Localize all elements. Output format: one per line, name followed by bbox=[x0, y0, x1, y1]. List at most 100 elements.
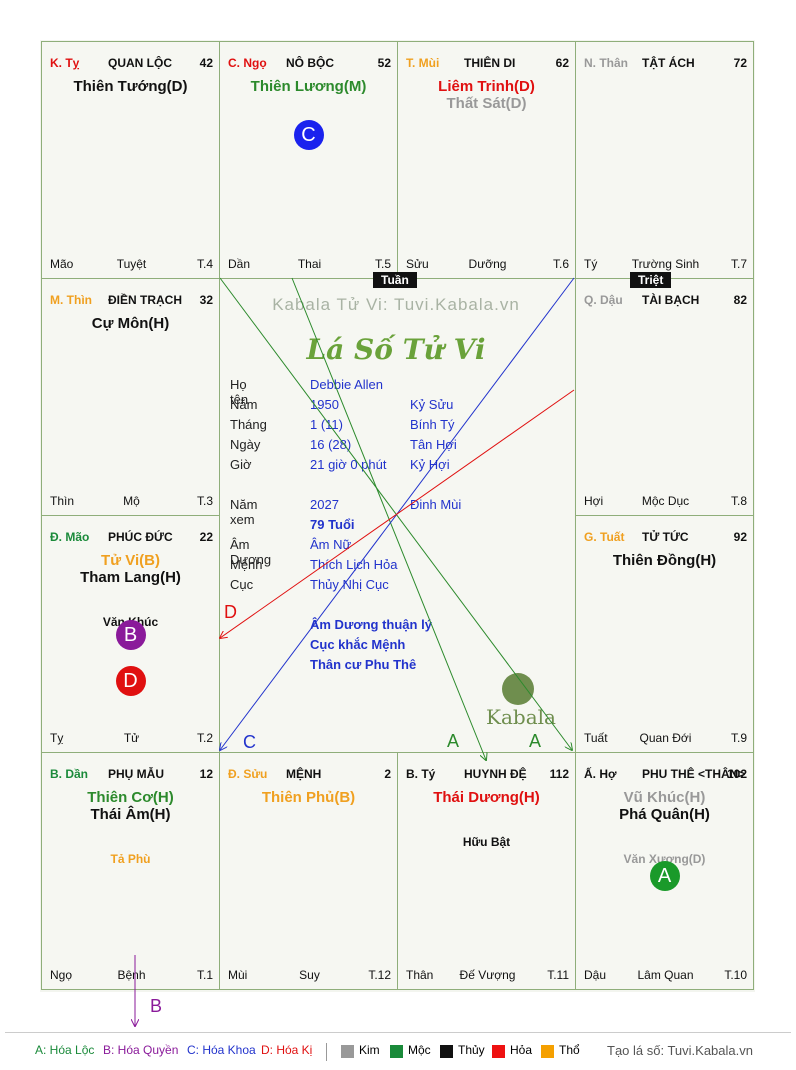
palace-thin[interactable]: M. Thìn ĐIỀN TRẠCH 32 Cự Môn(H) Thìn Mộ T… bbox=[41, 278, 220, 516]
palace-branch: Tuất bbox=[584, 731, 608, 745]
palace-age: 72 bbox=[733, 56, 747, 70]
palace-dau[interactable]: Q. Dậu TÀI BẠCH 82 Hợi Mộc Dục T.8 bbox=[575, 278, 754, 516]
label-year: Năm bbox=[230, 397, 258, 412]
hoa-badge-c: C bbox=[293, 120, 324, 150]
palace-canchi: B. Dần bbox=[50, 767, 89, 781]
palace-name: PHỤ MẪU bbox=[108, 767, 164, 781]
minor-star: Văn Xương(D) bbox=[623, 852, 706, 866]
palace-footer: Tỵ Tử T.2 bbox=[50, 731, 213, 746]
hoa-badge-a: A bbox=[649, 861, 680, 891]
palace-name: PHU THÊ <THÂN> bbox=[642, 767, 746, 781]
palace-canchi: M. Thìn bbox=[50, 293, 92, 307]
palace-dan[interactable]: B. Dần PHỤ MẪU 12 Thiên Cơ(H) Thái Âm(H) Tả… bbox=[41, 752, 220, 990]
label-hour: Giờ bbox=[230, 457, 252, 472]
hoa-badge-d: D bbox=[115, 666, 146, 696]
legend-hoa-ki: D: Hóa Kị bbox=[261, 1043, 313, 1057]
palace-cycle-stage: Dưỡng bbox=[468, 257, 507, 271]
palace-branch: Sửu bbox=[406, 257, 429, 271]
palace-cycle-stage: Đế Vượng bbox=[459, 968, 516, 982]
watermark: Kabala Tử Vi: Tuvi.Kabala.vn bbox=[272, 295, 520, 314]
palace-than_monkey[interactable]: N. Thân TẬT ÁCH 72 Tý Trường Sinh T.7 bbox=[575, 41, 754, 279]
palace-cycle-stage: Thai bbox=[297, 257, 322, 271]
palace-branch: Thìn bbox=[50, 494, 75, 508]
arrow-hoa-ki bbox=[220, 389, 575, 638]
palace-canchi: N. Thân bbox=[584, 56, 628, 70]
value-view-year: 2027 bbox=[310, 497, 339, 512]
palace-mao[interactable]: Đ. Mão PHÚC ĐỨC 22 Tử Vi(B) Tham Lang(H) Vă… bbox=[41, 515, 220, 753]
label-view-year: Năm xem bbox=[230, 497, 258, 527]
palace-footer: Sửu Dưỡng T.6 bbox=[406, 257, 569, 272]
legend: A: Hóa Lộc B: Hóa Quyền C: Hóa Khoa D: H… bbox=[0, 1043, 796, 1063]
major-star: Tử Vi(B) bbox=[101, 552, 160, 569]
palace-age: 92 bbox=[733, 530, 747, 544]
value-day-canchi: Tân Hợi bbox=[410, 437, 457, 452]
legend-site-link[interactable]: Tạo lá số: Tuvi.Kabala.vn bbox=[607, 1043, 753, 1058]
palace-month: T.6 bbox=[552, 257, 569, 271]
palace-branch: Ngọ bbox=[50, 968, 73, 982]
arrow-label-b: B bbox=[150, 996, 163, 1016]
palace-cycle-stage: Mộ bbox=[123, 494, 140, 508]
note-amduong: Âm Dương thuận lý bbox=[310, 617, 432, 632]
label-month: Tháng bbox=[230, 417, 267, 432]
label-name: Họ tên bbox=[230, 377, 249, 407]
palace-header: K. Tỵ QUAN LỘC 42 bbox=[50, 56, 213, 72]
palace-canchi: Đ. Mão bbox=[50, 530, 90, 544]
palace-ngo[interactable]: C. Ngọ NÔ BỘC 52 Thiên Lương(M) C Dần Thai… bbox=[219, 41, 398, 279]
palace-month: T.3 bbox=[196, 494, 213, 508]
major-star: Thất Sát(D) bbox=[446, 95, 527, 112]
palace-canchi: B. Tý bbox=[406, 767, 436, 781]
major-star: Thiên Lương(M) bbox=[250, 78, 367, 95]
hoa-swatch bbox=[492, 1045, 505, 1058]
palace-canchi: Q. Dậu bbox=[584, 293, 623, 307]
palace-header: T. Mùi THIÊN DI 62 bbox=[406, 56, 569, 72]
palace-tuat[interactable]: G. Tuất TỬ TỨC 92 Thiên Đồng(H) Tuất Quan… bbox=[575, 515, 754, 753]
palace-month: T.2 bbox=[196, 731, 213, 745]
palace-header: Đ. Mão PHÚC ĐỨC 22 bbox=[50, 530, 213, 546]
palace-age: 112 bbox=[549, 767, 569, 781]
minor-star: Tả Phù bbox=[110, 852, 151, 866]
palace-month: T.1 bbox=[196, 968, 213, 982]
value-view-canchi: Đinh Mùi bbox=[410, 497, 462, 512]
palace-footer: Tuất Quan Đới T.9 bbox=[584, 731, 747, 746]
arrow-label-c: C bbox=[243, 732, 256, 752]
palace-branch: Mùi bbox=[228, 968, 248, 982]
palace-footer: Ngọ Bệnh T.1 bbox=[50, 968, 213, 983]
palace-hoi[interactable]: Ấ. Hợ PHU THÊ <THÂN> 102 Vũ Khúc(H) Phá Qu… bbox=[575, 752, 754, 990]
legend-hoa-loc: A: Hóa Lộc bbox=[35, 1043, 95, 1057]
palace-footer: Mùi Suy T.12 bbox=[228, 968, 391, 983]
arrow-label-d: D bbox=[224, 602, 237, 622]
legend-hoa-khoa: C: Hóa Khoa bbox=[187, 1043, 256, 1057]
major-star: Thiên Phủ(B) bbox=[261, 789, 356, 806]
label-amduong: Âm Dương bbox=[230, 537, 272, 567]
palace-age: 2 bbox=[384, 767, 391, 781]
value-cuc: Thủy Nhị Cục bbox=[310, 577, 389, 592]
value-name: Debbie Allen bbox=[310, 377, 383, 392]
palace-cycle-stage: Suy bbox=[299, 968, 320, 982]
palace-suu[interactable]: Đ. Sửu MỆNH 2 Thiên Phủ(B) Mùi Suy T.12 bbox=[219, 752, 398, 990]
palace-age: 102 bbox=[726, 767, 747, 781]
palace-branch: Tỵ bbox=[50, 731, 64, 745]
note-than: Thân cư Phu Thê bbox=[310, 657, 417, 672]
palace-footer: Mão Tuyệt T.4 bbox=[50, 257, 213, 272]
palace-cycle-stage: Lâm Quan bbox=[637, 968, 694, 982]
palace-mui[interactable]: T. Mùi THIÊN DI 62 Liêm Trinh(D) Thất Sát(… bbox=[397, 41, 576, 279]
major-star: Vũ Khúc(H) bbox=[623, 789, 706, 806]
palace-footer: Hợi Mộc Dục T.8 bbox=[584, 494, 747, 509]
major-star: Tham Lang(H) bbox=[80, 569, 181, 586]
palace-month: T.11 bbox=[547, 968, 569, 982]
palace-month: T.5 bbox=[374, 257, 391, 271]
value-menh: Thích Lịch Hỏa bbox=[310, 557, 398, 572]
palace-name: TÀI BẠCH bbox=[642, 293, 700, 307]
arrow-label-a2: A bbox=[529, 731, 542, 751]
palace-age: 12 bbox=[199, 767, 213, 781]
palace-header: C. Ngọ NÔ BỘC 52 bbox=[228, 56, 391, 72]
chart-title: Lá Số Tử Vi bbox=[306, 333, 486, 366]
major-star: Phá Quân(H) bbox=[619, 806, 710, 823]
major-star: Thiên Tướng(D) bbox=[73, 78, 188, 95]
palace-cycle-stage: Quan Đới bbox=[639, 731, 692, 745]
palace-name: NÔ BỘC bbox=[286, 56, 334, 70]
palace-month: T.8 bbox=[730, 494, 747, 508]
legend-moc: Mộc bbox=[408, 1043, 431, 1057]
palace-age: 22 bbox=[199, 530, 213, 544]
